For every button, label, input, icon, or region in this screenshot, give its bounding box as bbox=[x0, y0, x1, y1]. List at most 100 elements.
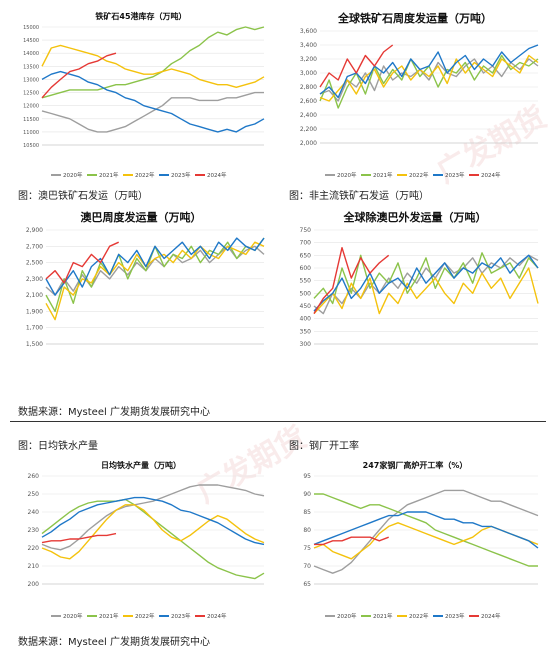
y-tick-label: 240 bbox=[28, 509, 40, 516]
legend-label: 2021年 bbox=[99, 171, 119, 179]
legend-label: 2024年 bbox=[481, 171, 501, 179]
series-line-2020 bbox=[313, 489, 539, 574]
chart-panel-global-shipments: 全球铁矿石周度发运量（万吨） 2,000 2,200 2,400 2,600 2,800 3… bbox=[284, 5, 546, 183]
series-line-2022 bbox=[319, 54, 539, 102]
y-tick-label: 15000 bbox=[23, 25, 39, 31]
y-tick-label: 1,500 bbox=[26, 341, 43, 348]
chart-title: 澳巴周度发运量（万吨） bbox=[81, 210, 202, 224]
chart-panel-hot-metal: 日均铁水产量（万吨） 200 210 220 230 240 250 260 2020年 2021… bbox=[10, 454, 272, 624]
y-tick-label: 700 bbox=[300, 240, 312, 247]
y-tick-label: 13000 bbox=[23, 77, 39, 83]
y-tick-label: 65 bbox=[303, 581, 311, 588]
legend-label: 2020年 bbox=[337, 612, 357, 620]
y-tick-label: 3,000 bbox=[300, 70, 317, 77]
series-line-2020 bbox=[319, 58, 539, 102]
caption-utilization: 图：钢厂开工率 bbox=[289, 441, 359, 452]
y-tick-label: 11000 bbox=[23, 130, 39, 136]
chart-title: 247家钢厂高炉开工率（%） bbox=[363, 460, 468, 470]
series-line-2024 bbox=[45, 241, 119, 284]
series-line-2024 bbox=[314, 536, 389, 546]
series-line-2022 bbox=[41, 44, 265, 89]
y-tick-label: 13500 bbox=[23, 64, 39, 70]
legend-label: 2022年 bbox=[135, 612, 155, 620]
legend-label: 2023年 bbox=[171, 612, 191, 620]
y-tick-label: 650 bbox=[300, 252, 312, 259]
chart-panel-port-inventory: 铁矿石45港库存（万吨） 10500 11000 11500 12000 12500 130… bbox=[10, 5, 272, 183]
legend-label: 2022年 bbox=[135, 171, 155, 179]
legend-label: 2024年 bbox=[481, 612, 501, 620]
series-line-2022 bbox=[313, 267, 539, 315]
series-line-2021 bbox=[41, 26, 265, 99]
series-line-2022 bbox=[45, 241, 265, 321]
y-tick-label: 200 bbox=[28, 581, 40, 588]
y-tick-label: 300 bbox=[300, 341, 312, 348]
y-tick-label: 550 bbox=[300, 278, 312, 285]
y-tick-label: 2,400 bbox=[300, 112, 317, 119]
y-tick-label: 2,500 bbox=[26, 260, 43, 267]
caption-hot-metal: 图：日均铁水产量 bbox=[18, 441, 98, 452]
y-tick-label: 250 bbox=[28, 491, 40, 498]
series-line-2023 bbox=[313, 254, 539, 312]
y-tick-label: 3,400 bbox=[300, 42, 317, 49]
series-line-2023 bbox=[41, 496, 265, 546]
legend-label: 2023年 bbox=[171, 171, 191, 179]
legend-label: 2022年 bbox=[409, 612, 429, 620]
y-tick-label: 2,000 bbox=[300, 140, 317, 147]
series-line-2022 bbox=[41, 504, 265, 560]
legend-label: 2022年 bbox=[409, 171, 429, 179]
legend-label: 2023年 bbox=[445, 612, 465, 620]
series-line-2021 bbox=[45, 237, 265, 313]
y-tick-label: 70 bbox=[303, 563, 311, 570]
divider bbox=[10, 421, 546, 422]
y-tick-label: 210 bbox=[28, 563, 40, 570]
y-tick-label: 11500 bbox=[23, 117, 39, 123]
legend-label: 2020年 bbox=[337, 171, 357, 179]
y-tick-label: 2,600 bbox=[300, 98, 317, 105]
y-tick-label: 400 bbox=[300, 316, 312, 323]
legend-label: 2023年 bbox=[445, 171, 465, 179]
caption-non-mainstream: 图：非主流铁矿石发运（万吨） bbox=[289, 191, 429, 202]
y-tick-label: 350 bbox=[300, 328, 312, 335]
legend-label: 2021年 bbox=[373, 612, 393, 620]
y-tick-label: 1,900 bbox=[26, 308, 43, 315]
y-tick-label: 2,800 bbox=[300, 84, 317, 91]
y-tick-label: 12500 bbox=[23, 91, 39, 97]
y-tick-label: 500 bbox=[300, 290, 312, 297]
y-tick-label: 80 bbox=[303, 527, 311, 534]
legend-label: 2024年 bbox=[207, 612, 227, 620]
series-line-2023 bbox=[313, 511, 539, 549]
series-line-2021 bbox=[319, 54, 539, 109]
y-tick-label: 10500 bbox=[23, 143, 39, 149]
y-tick-label: 90 bbox=[303, 491, 311, 498]
legend-label: 2021年 bbox=[373, 171, 393, 179]
y-tick-label: 600 bbox=[300, 265, 312, 272]
y-tick-label: 95 bbox=[303, 473, 311, 480]
legend-label: 2020年 bbox=[63, 171, 83, 179]
y-tick-label: 750 bbox=[300, 227, 312, 234]
y-tick-label: 2,100 bbox=[26, 292, 43, 299]
series-line-2021 bbox=[313, 252, 539, 305]
chart-utilization: 247家钢厂高炉开工率（%） 65 70 75 80 85 90 95 2020年 2021年 20… bbox=[303, 460, 539, 620]
y-tick-label: 450 bbox=[300, 303, 312, 310]
chart-hot-metal: 日均铁水产量（万吨） 200 210 220 230 240 250 260 2020年 2021… bbox=[28, 460, 265, 620]
y-tick-label: 14000 bbox=[23, 51, 39, 57]
series-line-2020 bbox=[45, 245, 265, 296]
chart-title: 铁矿石45港库存（万吨） bbox=[95, 11, 186, 21]
series-line-2024 bbox=[41, 532, 117, 544]
chart-ex-aus-brazil: 全球除澳巴外发运量（万吨） 300 350 400 450 500 550 600 650 700… bbox=[300, 210, 539, 348]
legend-label: 2021年 bbox=[99, 612, 119, 620]
chart-title: 日均铁水产量（万吨） bbox=[101, 460, 181, 470]
legend-label: 2024年 bbox=[207, 171, 227, 179]
chart-title: 全球铁矿石周度发运量（万吨） bbox=[337, 11, 492, 25]
source-note: 数据来源：Mysteel 广发期货发展研究中心 bbox=[18, 407, 210, 418]
series-line-2023 bbox=[45, 237, 265, 296]
series-line-2024 bbox=[319, 44, 394, 88]
y-tick-label: 2,200 bbox=[300, 126, 317, 133]
chart-panel-utilization: 247家钢厂高炉开工率（%） 65 70 75 80 85 90 95 2020年 2021年 20… bbox=[284, 454, 546, 624]
y-tick-label: 14500 bbox=[23, 38, 39, 44]
chart-panel-ex-aus-brazil: 全球除澳巴外发运量（万吨） 300 350 400 450 500 550 600 650 700… bbox=[284, 204, 546, 384]
y-tick-label: 260 bbox=[28, 473, 40, 480]
series-line-2024 bbox=[313, 247, 390, 314]
series-line-2023 bbox=[41, 70, 265, 133]
y-tick-label: 75 bbox=[303, 545, 311, 552]
